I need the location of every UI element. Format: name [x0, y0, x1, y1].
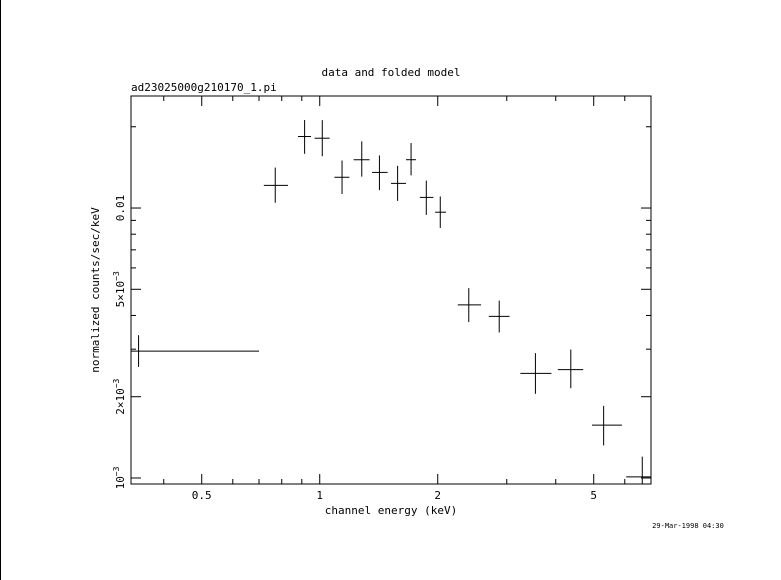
x-tick-label: 0.5 — [192, 489, 212, 502]
data-point — [297, 120, 312, 154]
data-point — [435, 196, 447, 228]
window-left-edge — [0, 0, 1, 580]
chart-title: data and folded model — [321, 66, 460, 79]
y-tick-label: 5×10−3 — [112, 271, 127, 307]
data-point — [592, 405, 622, 446]
data-point — [406, 143, 416, 176]
y-axis-label: normalized counts/sec/keV — [89, 207, 102, 373]
data-point — [263, 167, 289, 203]
data-point — [457, 288, 482, 323]
data-point — [353, 141, 370, 177]
x-tick-label: 5 — [590, 489, 597, 502]
y-axis-tick-labels: 10−3 2×10−3 5×10−3 0.01 — [112, 195, 127, 490]
data-point — [419, 180, 434, 215]
x-axis-ticks — [163, 96, 652, 484]
data-point — [520, 353, 552, 394]
y-axis-ticks — [131, 126, 651, 479]
x-tick-label: 1 — [316, 489, 323, 502]
plot-frame — [130, 95, 652, 485]
timestamp: 29-Mar-1998 04:30 — [652, 522, 724, 530]
data-point — [131, 335, 260, 367]
x-axis-tick-labels: 0.5 1 2 5 — [192, 489, 597, 502]
data-point — [334, 160, 350, 195]
data-point — [314, 120, 330, 157]
data-points — [131, 120, 651, 484]
data-point — [372, 155, 388, 191]
chart-subtitle: ad23025000g210170_1.pi — [131, 81, 277, 94]
data-point — [488, 300, 510, 333]
y-tick-label: 2×10−3 — [112, 378, 127, 414]
data-point — [391, 165, 407, 201]
data-point — [626, 456, 651, 484]
data-point — [557, 349, 584, 389]
y-tick-label: 0.01 — [114, 195, 127, 222]
y-tick-label: 10−3 — [112, 466, 127, 489]
x-tick-label: 2 — [434, 489, 441, 502]
x-axis-label: channel energy (keV) — [325, 504, 457, 517]
